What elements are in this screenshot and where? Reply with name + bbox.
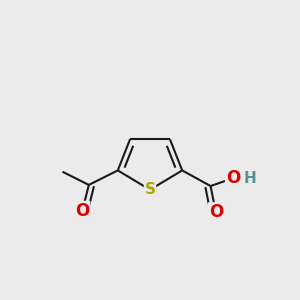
Text: S: S	[145, 182, 155, 197]
Text: O: O	[209, 203, 223, 221]
Text: H: H	[244, 171, 256, 186]
Text: O: O	[226, 169, 240, 187]
Text: O: O	[75, 202, 89, 220]
